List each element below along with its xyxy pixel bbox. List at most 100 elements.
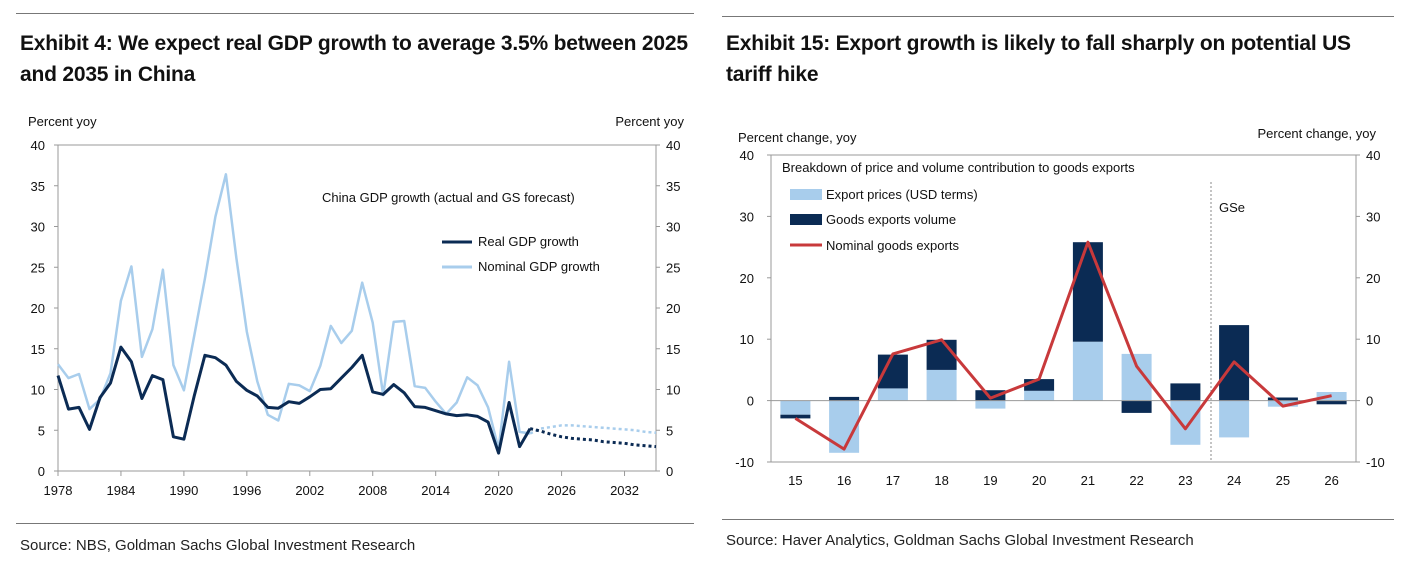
chart-inner-title: China GDP growth (actual and GS forecast…	[322, 190, 575, 205]
bar-goods-volume	[829, 396, 860, 401]
x-tick-label: 1996	[232, 483, 261, 498]
y-axis-right-label: Percent change, yoy	[1257, 126, 1376, 141]
bar-goods-volume	[1024, 379, 1055, 391]
x-tick-label: 26	[1324, 473, 1338, 488]
bottom-rule	[16, 523, 694, 524]
x-tick-label: 20	[1032, 473, 1046, 488]
bar-goods-volume	[926, 339, 957, 370]
bar-export-prices	[1072, 341, 1103, 401]
x-tick-label: 2026	[547, 483, 576, 498]
y-tick-left-label: 5	[38, 423, 45, 438]
x-tick-label: 2014	[421, 483, 450, 498]
bar-export-prices	[975, 400, 1006, 409]
y-tick-left-label: 40	[31, 138, 45, 153]
x-tick-label: 18	[934, 473, 948, 488]
x-tick-label: 2008	[358, 483, 387, 498]
y-tick-right-label: 30	[1366, 209, 1380, 224]
bottom-rule	[722, 519, 1394, 520]
y-tick-left-label: 10	[31, 383, 45, 398]
bar-export-prices	[877, 388, 908, 401]
y-tick-right-label: 25	[666, 260, 680, 275]
legend-label-nominal-exports: Nominal goods exports	[826, 238, 959, 253]
bar-goods-volume	[1267, 397, 1298, 401]
bar-goods-volume	[780, 414, 811, 419]
exhibit-15-panel: Exhibit 15: Export growth is likely to f…	[716, 0, 1416, 563]
plot-frame	[770, 154, 1357, 463]
export-growth-chart: Percent change, yoy Percent change, yoy …	[735, 126, 1385, 488]
y-tick-right-label: 20	[1366, 271, 1380, 286]
bar-export-prices	[1219, 400, 1250, 438]
y-tick-right-label: 0	[666, 464, 673, 479]
y-tick-right-label: 5	[666, 423, 673, 438]
x-tick-label: 1978	[44, 483, 73, 498]
bar-goods-volume	[1170, 383, 1201, 401]
exhibit-15-title: Exhibit 15: Export growth is likely to f…	[726, 32, 1351, 86]
y-tick-left-label: 30	[740, 209, 754, 224]
y-tick-left-label: 20	[740, 271, 754, 286]
x-tick-label: 22	[1129, 473, 1143, 488]
x-tick-label: 2020	[484, 483, 513, 498]
y-tick-left-label: 0	[38, 464, 45, 479]
y-tick-left-label: 40	[740, 148, 754, 163]
y-tick-left-label: 20	[31, 301, 45, 316]
x-tick-label: 21	[1081, 473, 1095, 488]
y-tick-left-label: 0	[747, 394, 754, 409]
legend-label-real-gdp: Real GDP growth	[478, 234, 579, 249]
y-tick-right-label: 15	[666, 342, 680, 357]
bar-export-prices	[926, 369, 957, 401]
exhibit-4-panel: Exhibit 4: We expect real GDP growth to …	[0, 0, 700, 563]
y-tick-left-label: 10	[740, 332, 754, 347]
y-tick-right-label: 20	[666, 301, 680, 316]
y-tick-left-label: 25	[31, 260, 45, 275]
x-tick-label: 19	[983, 473, 997, 488]
y-tick-right-label: 10	[1366, 332, 1380, 347]
x-tick-label: 17	[886, 473, 900, 488]
y-tick-right-label: 0	[1366, 394, 1373, 409]
x-tick-label: 15	[788, 473, 802, 488]
bar-goods-volume	[1121, 400, 1152, 413]
bar-goods-volume	[1316, 400, 1347, 405]
x-tick-label: 16	[837, 473, 851, 488]
y-tick-left-label: 15	[31, 342, 45, 357]
series-line-nominal-gdp	[57, 173, 531, 451]
x-tick-label: 23	[1178, 473, 1192, 488]
x-tick-label: 1990	[169, 483, 198, 498]
series-line-nominal-goods-exports	[794, 240, 1332, 451]
legend-swatch-export-prices	[790, 189, 822, 200]
y-tick-left-label: 35	[31, 179, 45, 194]
y-tick-right-label: 40	[666, 138, 680, 153]
x-tick-label: 2032	[610, 483, 639, 498]
exhibit-4-title: Exhibit 4: We expect real GDP growth to …	[20, 32, 688, 86]
y-tick-right-label: 40	[1366, 148, 1380, 163]
exhibit-15-source: Source: Haver Analytics, Goldman Sachs G…	[726, 532, 1194, 549]
y-tick-left-label: -10	[735, 455, 754, 470]
bar-export-prices	[1170, 400, 1201, 445]
exhibit-4-source: Source: NBS, Goldman Sachs Global Invest…	[20, 537, 416, 554]
y-tick-right-label: 30	[666, 220, 680, 235]
y-tick-right-label: 35	[666, 179, 680, 194]
series-line-real-gdp	[56, 345, 532, 455]
chart-inner-title: Breakdown of price and volume contributi…	[782, 160, 1135, 175]
top-rule	[16, 13, 694, 14]
top-rule	[722, 16, 1394, 17]
legend-label-export-prices: Export prices (USD terms)	[826, 187, 978, 202]
y-tick-right-label: 10	[666, 383, 680, 398]
legend-label-nominal-gdp: Nominal GDP growth	[478, 259, 600, 274]
bar-goods-volume	[975, 390, 1006, 401]
y-axis-left-label: Percent change, yoy	[738, 130, 857, 145]
legend-label-goods-volume: Goods exports volume	[826, 212, 956, 227]
x-tick-label: 2002	[295, 483, 324, 498]
legend-swatch-goods-volume	[790, 214, 822, 225]
x-tick-label: 1984	[106, 483, 135, 498]
bar-export-prices	[1267, 400, 1298, 407]
forecast-label: GSe	[1219, 200, 1245, 215]
y-tick-left-label: 30	[31, 220, 45, 235]
bar-goods-volume	[1072, 242, 1103, 342]
y-tick-right-label: -10	[1366, 455, 1385, 470]
x-tick-label: 24	[1227, 473, 1241, 488]
y-axis-left-label: Percent yoy	[28, 114, 97, 129]
x-tick-label: 25	[1276, 473, 1290, 488]
legend: Export prices (USD terms) Goods exports …	[790, 187, 978, 253]
bar-export-prices	[780, 400, 811, 415]
